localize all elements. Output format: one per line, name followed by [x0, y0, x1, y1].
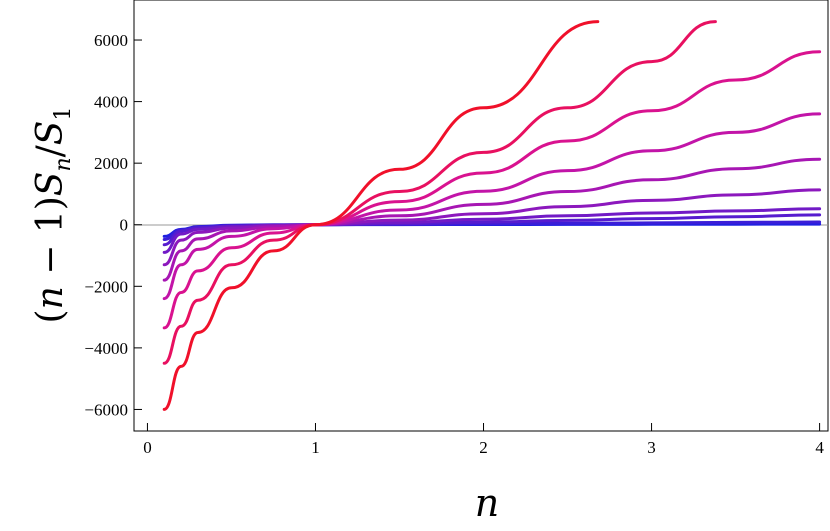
x-tick-label: 4 [815, 438, 824, 457]
series-line-10 [162, 20, 600, 411]
series-line-9 [162, 20, 717, 365]
y-axis-title: (n − 1)Sn/S1 [30, 107, 76, 324]
x-tick-label: 3 [647, 438, 656, 457]
series-layer [162, 20, 822, 411]
x-tick-label: 1 [311, 438, 320, 457]
y-tick-label: −2000 [84, 277, 128, 296]
series-line-8 [162, 50, 822, 330]
x-axis-title: n [475, 481, 499, 525]
series-line-5 [162, 188, 822, 267]
y-tick-label: 4000 [94, 93, 128, 112]
x-axis-ticks: 0 1 2 3 4 [143, 423, 824, 457]
plot-frame [133, 0, 829, 432]
y-axis-ticks: −6000 −4000 −2000 0 2000 4000 6000 [84, 31, 142, 419]
x-tick-label: 2 [479, 438, 488, 457]
y-tick-label: 6000 [94, 31, 128, 50]
series-line-4 [162, 207, 822, 254]
series-line-7 [162, 112, 822, 301]
y-tick-label: −4000 [84, 339, 128, 358]
x-tick-label: 0 [143, 438, 152, 457]
series-line-6 [162, 157, 822, 282]
y-tick-label: 0 [120, 216, 129, 235]
y-tick-label: 2000 [94, 154, 128, 173]
y-tick-label: −6000 [84, 400, 128, 419]
